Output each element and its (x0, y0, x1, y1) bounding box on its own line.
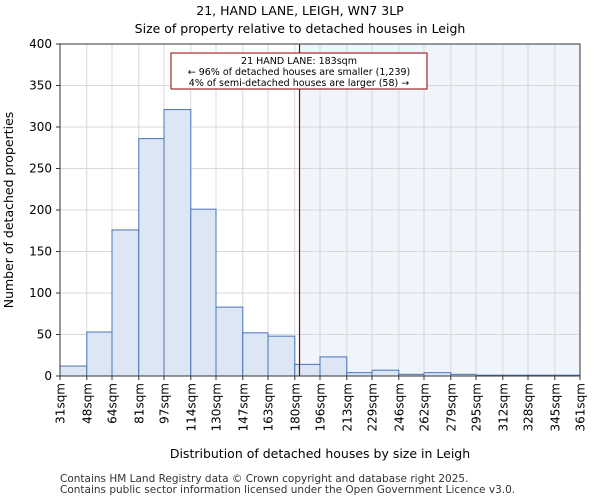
histogram-bar (190, 208, 217, 377)
chart-title: 21, HAND LANE, LEIGH, WN7 3LP (196, 3, 404, 18)
histogram-bar (294, 363, 321, 377)
histogram-bar (59, 365, 88, 377)
y-tick-label: 350 (29, 79, 52, 93)
y-tick-label: 0 (44, 369, 52, 383)
histogram-bar (215, 306, 244, 377)
x-tick-label: 81sqm (132, 383, 146, 424)
x-tick-label: 246sqm (392, 383, 406, 431)
histogram-bar (267, 335, 296, 377)
x-tick-label: 180sqm (288, 383, 302, 431)
x-tick-label: 48sqm (80, 383, 94, 424)
chart-subtitle: Size of property relative to detached ho… (134, 21, 466, 36)
x-tick-label: 114sqm (184, 383, 198, 431)
x-tick-label: 262sqm (418, 383, 432, 431)
histogram-chart: 0 50 100 150 200 250 300 350 400 31sqm 48sqm 64sqm 8… (1, 37, 588, 461)
x-tick-label: 345sqm (548, 383, 562, 431)
x-tick-label: 31sqm (54, 383, 68, 424)
y-tick-label: 400 (29, 37, 52, 51)
y-axis-label: Number of detached properties (1, 112, 16, 309)
y-tick-label: 50 (37, 328, 52, 342)
histogram-bar (86, 331, 113, 377)
x-tick-label: 97sqm (158, 383, 172, 424)
x-tick-label: 64sqm (106, 383, 120, 424)
x-tick-label: 328sqm (522, 383, 536, 431)
x-tick-label: 196sqm (314, 383, 328, 431)
annotation-smaller: ← 96% of detached houses are smaller (1,… (188, 67, 411, 78)
y-tick-label: 250 (29, 162, 52, 176)
histogram-bar (111, 229, 140, 377)
y-tick-label: 150 (29, 245, 52, 259)
histogram-bar (163, 109, 192, 377)
y-tick-label: 100 (29, 286, 52, 300)
x-tick-label: 163sqm (262, 383, 276, 431)
y-tick-label: 200 (29, 203, 52, 217)
x-tick-label: 279sqm (444, 383, 458, 431)
annotation-box (170, 52, 428, 90)
x-axis-label: Distribution of detached houses by size … (170, 446, 470, 461)
histogram-bar (242, 332, 269, 377)
annotation-larger: 4% of semi-detached houses are larger (5… (189, 78, 409, 89)
x-tick-label: 130sqm (210, 383, 224, 431)
x-tick-label: 229sqm (366, 383, 380, 431)
footer-copyright: Contains HM Land Registry data © Crown c… (60, 473, 469, 485)
footer-licence: Contains public sector information licen… (60, 484, 516, 496)
x-tick-label: 295sqm (470, 383, 484, 431)
x-tick-label: 361sqm (574, 383, 588, 431)
histogram-bar (138, 138, 165, 377)
x-tick-label: 147sqm (236, 383, 250, 431)
histogram-bar (319, 356, 348, 377)
x-tick-label: 213sqm (340, 383, 354, 431)
annotation-title: 21 HAND LANE: 183sqm (241, 56, 357, 67)
histogram-bar (371, 369, 400, 377)
x-tick-label: 312sqm (496, 383, 510, 431)
y-tick-label: 300 (29, 120, 52, 134)
